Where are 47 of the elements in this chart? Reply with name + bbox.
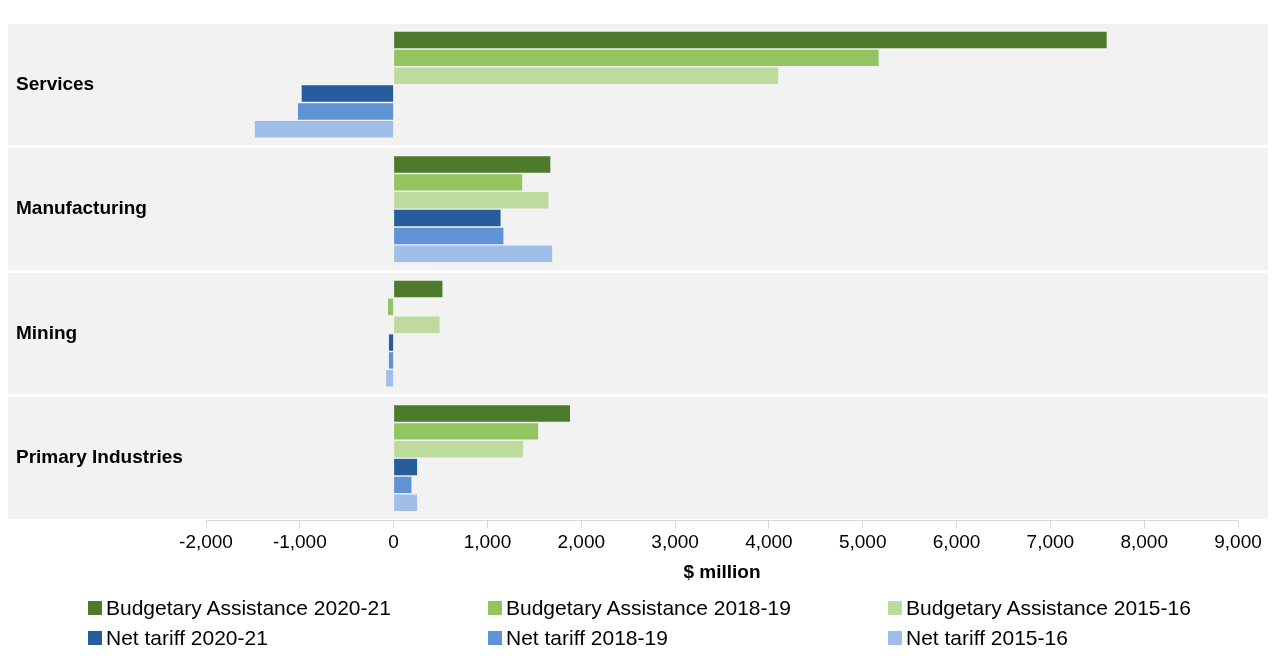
bar — [301, 85, 394, 102]
x-tick-label: 8,000 — [1120, 531, 1168, 553]
bar — [394, 476, 412, 494]
bar — [254, 121, 394, 138]
bar — [388, 334, 394, 351]
bar — [297, 103, 394, 120]
bar — [388, 298, 394, 316]
legend-label: Budgetary Assistance 2015-16 — [906, 596, 1191, 620]
x-tick-label: 9,000 — [1214, 531, 1262, 553]
bar — [394, 174, 523, 191]
x-axis-title: $ million — [683, 560, 761, 582]
legend-label: Net tariff 2020-21 — [106, 626, 268, 650]
bar — [394, 494, 418, 511]
bar — [394, 192, 549, 209]
bar — [394, 227, 504, 245]
x-tick-label: 2,000 — [557, 531, 606, 553]
bar — [394, 31, 1107, 49]
bar — [394, 280, 443, 298]
legend-label: Budgetary Assistance 2020-21 — [106, 596, 391, 620]
bar — [394, 245, 553, 262]
bar — [394, 156, 551, 173]
x-tick-label: -1,000 — [272, 531, 327, 553]
bar — [386, 370, 394, 387]
bar — [394, 316, 440, 333]
y-tick-label: Primary Industries — [16, 446, 183, 468]
bar — [394, 49, 879, 67]
x-tick-label: 5,000 — [838, 531, 887, 553]
y-tick-label: Manufacturing — [16, 197, 147, 219]
x-tick-label: 3,000 — [651, 531, 699, 553]
y-tick-label: Services — [16, 72, 95, 94]
x-tick-label: 1,000 — [463, 531, 512, 553]
x-tick-label: 4,000 — [745, 531, 793, 553]
legend-label: Net tariff 2018-19 — [506, 626, 668, 650]
x-tick-label: 0 — [388, 531, 399, 553]
bar — [394, 67, 779, 84]
bar — [394, 441, 524, 458]
bar — [388, 352, 394, 369]
x-tick-label: 6,000 — [932, 531, 981, 553]
bar — [394, 458, 418, 476]
bar — [394, 423, 539, 440]
y-tick-label: Mining — [16, 321, 78, 343]
bar — [394, 405, 571, 422]
legend-label: Net tariff 2015-16 — [906, 626, 1068, 650]
x-tick-label: 7,000 — [1026, 531, 1075, 553]
legend-label: Budgetary Assistance 2018-19 — [506, 596, 791, 620]
x-tick-label: -2,000 — [179, 531, 233, 553]
bar — [394, 209, 501, 227]
